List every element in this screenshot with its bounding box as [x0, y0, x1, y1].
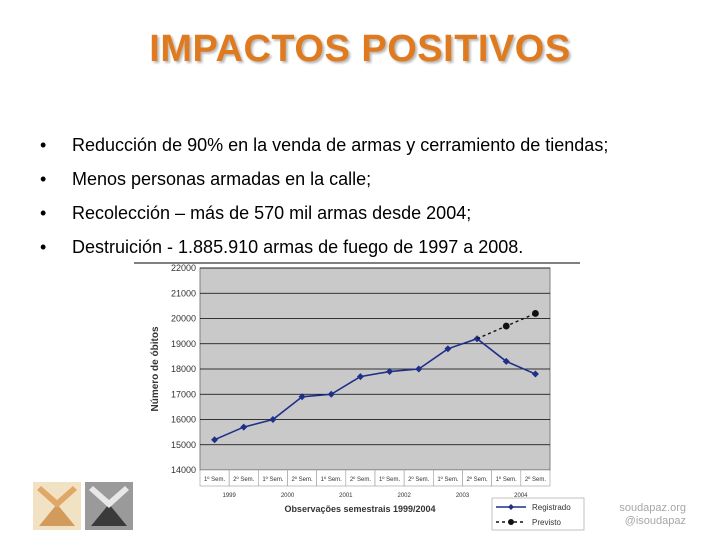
- year-label: 2000: [281, 493, 295, 499]
- line-chart: 14000 15000 16000 17000 18000 19000 20000 21000…: [134, 262, 585, 531]
- x-tick-label: 2º Sem.: [466, 476, 488, 483]
- x-tick-label: 1º Sem.: [496, 476, 518, 483]
- y-tick-label: 22000: [171, 263, 196, 273]
- x-tick-label: 1º Sem.: [262, 476, 284, 483]
- legend-marker: [508, 519, 514, 525]
- year-label: 1999: [222, 493, 236, 499]
- bullet-item: Menos personas armadas en la calle;: [40, 162, 710, 196]
- y-tick-label: 18000: [171, 364, 196, 374]
- data-point: [356, 373, 364, 381]
- x-tick-label: 2º Sem.: [291, 476, 313, 483]
- x-tick-label: 1º Sem.: [437, 476, 459, 483]
- crossed-hands-logo: [33, 482, 133, 530]
- data-point: [531, 370, 539, 378]
- x-tick-label: 2º Sem.: [350, 476, 372, 483]
- brand-website: soudapaz.org: [619, 502, 686, 514]
- y-tick-label: 19000: [171, 339, 196, 349]
- legend-label: Previsto: [532, 518, 561, 527]
- y-axis-label: Número de óbitos: [150, 326, 161, 411]
- x-tick-label: 1º Sem.: [379, 476, 401, 483]
- page-title: IMPACTOS POSITIVOS: [149, 28, 571, 70]
- x-tick-label: 2º Sem.: [525, 476, 547, 483]
- data-point: [473, 335, 481, 343]
- bullet-item: Destruición - 1.885.910 armas de fuego d…: [40, 230, 710, 264]
- y-tick-label: 21000: [171, 288, 196, 298]
- x-tick-label: 2º Sem.: [233, 476, 255, 483]
- data-point: [269, 416, 277, 423]
- y-tick-label: 15000: [171, 440, 196, 450]
- branding: soudapaz.org @isoudapaz: [619, 502, 686, 528]
- legend-marker: [508, 504, 514, 510]
- y-tick-label: 20000: [171, 314, 196, 324]
- bullet-item: Reducción de 90% en la venda de armas y …: [40, 128, 710, 162]
- x-axis-label: Observações semestrais 1999/2004: [284, 504, 435, 514]
- year-label: 2002: [397, 493, 411, 499]
- year-label: 2004: [514, 493, 528, 499]
- year-label: 2001: [339, 493, 353, 499]
- legend-box: [491, 497, 585, 531]
- x-tick-label: 1º Sem.: [321, 476, 343, 483]
- data-point: [415, 365, 423, 373]
- legend-label: Registrado: [532, 503, 571, 512]
- data-point: [240, 423, 248, 431]
- data-point: [211, 436, 219, 444]
- data-point: [386, 368, 394, 376]
- data-point: [298, 393, 306, 401]
- data-point: [327, 390, 335, 398]
- bullet-list: Reducción de 90% en la venda de armas y …: [40, 128, 710, 264]
- x-tick-label: 2º Sem.: [408, 476, 430, 483]
- data-point: [444, 345, 452, 353]
- year-label: 2003: [456, 493, 470, 499]
- data-point: [502, 322, 510, 330]
- y-tick-label: 16000: [171, 415, 196, 425]
- y-tick-label: 14000: [171, 465, 196, 475]
- data-point: [502, 357, 510, 365]
- brand-handle: @isoudapaz: [624, 515, 686, 527]
- category-cell: [520, 469, 551, 487]
- y-tick-label: 17000: [171, 389, 196, 399]
- bullet-item: Recolección – más de 570 mil armas desde…: [40, 196, 710, 230]
- x-tick-label: 1º Sem.: [204, 476, 226, 483]
- data-point: [532, 310, 539, 317]
- series-line: [214, 337, 536, 441]
